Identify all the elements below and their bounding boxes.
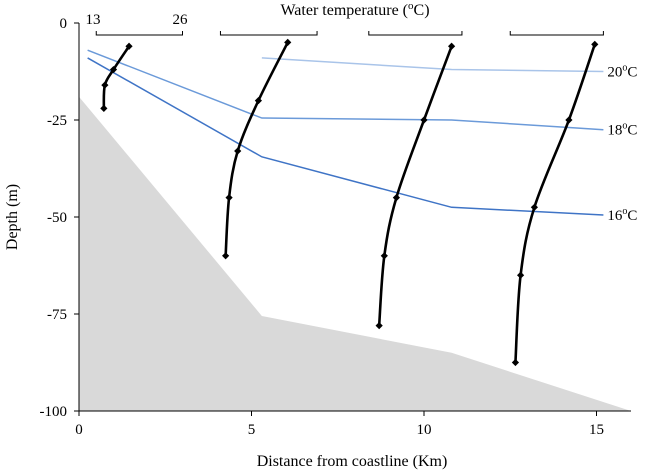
profile-point-2-0 [448,42,456,50]
seafloor-area [79,96,631,411]
profile-point-3-2 [530,203,538,211]
profile-point-0-3 [100,104,108,112]
temperature-scale-max-label: 26 [173,12,189,28]
x-axis-title: Distance from coastline (Km) [257,453,448,470]
temperature-profile-3 [514,43,597,363]
x-tick-label-3: 15 [589,422,604,438]
profile-point-3-4 [511,358,520,367]
temperature-profile-2 [377,45,453,326]
isotherm-line-2 [87,57,604,216]
temperature-title: Water temperature (oC) [280,0,429,19]
profile-point-3-3 [517,271,525,279]
temperature-bracket-0 [95,31,183,36]
isotherm-label-2: 16oC [607,206,637,224]
isotherm-layer: 20oC 18oC 16oC [87,49,637,224]
profile-point-1-3 [225,194,233,202]
y-tick-label-3: -75 [47,307,67,323]
temperature-scale-min-label: 13 [86,12,101,28]
x-tick-label-0: 0 [75,422,83,438]
x-tick-label-1: 5 [248,422,256,438]
temperature-profile-0 [102,45,131,109]
ticks-layer: 0 5 10 15 0 -25 -50 -75 -100 [40,16,605,438]
profile-point-2-3 [380,252,388,260]
y-tick-label-1: -25 [47,113,67,129]
y-tick-label-4: -100 [40,404,68,420]
temperature-bracket-2 [368,31,463,36]
temperature-scale-layer: Water temperature (oC) 13 26 [86,0,604,36]
x-tick-label-2: 10 [417,422,432,438]
temperature-profile-1 [224,41,289,256]
temperature-bracket-1 [219,31,318,36]
profile-point-0-1 [109,65,118,74]
temperature-bracket-3 [509,31,604,36]
isotherm-line-1 [87,49,604,131]
profile-layer [100,38,599,367]
seafloor-layer [79,96,631,411]
profile-point-3-1 [565,116,573,124]
y-axis-title: Depth (m) [4,184,21,250]
isotherm-label-0: 20oC [607,63,637,81]
profile-point-1-0 [284,38,292,46]
profile-point-0-0 [125,42,133,50]
profile-point-1-1 [254,97,262,105]
profile-point-2-4 [375,322,383,330]
profile-point-0-2 [101,81,109,89]
y-tick-label-0: 0 [60,16,68,32]
profile-point-2-1 [420,116,428,124]
y-tick-label-2: -50 [47,210,67,226]
profile-point-2-2 [392,194,400,202]
profile-point-3-0 [591,40,599,48]
profile-point-1-4 [222,252,230,260]
profile-point-1-2 [234,147,242,155]
isotherm-label-1: 18oC [607,121,637,139]
isotherm-line-0 [261,57,604,73]
